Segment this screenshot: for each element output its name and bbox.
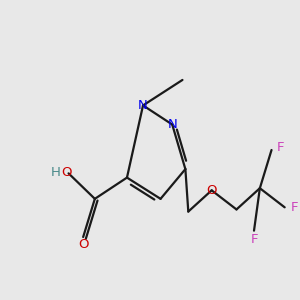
Text: H: H (50, 166, 60, 179)
Text: O: O (61, 166, 72, 179)
Text: N: N (138, 99, 148, 112)
Text: N: N (167, 118, 177, 131)
Text: O: O (206, 184, 217, 197)
Text: F: F (277, 141, 284, 154)
Text: O: O (78, 238, 88, 251)
Text: F: F (250, 233, 258, 246)
Text: F: F (290, 201, 298, 214)
